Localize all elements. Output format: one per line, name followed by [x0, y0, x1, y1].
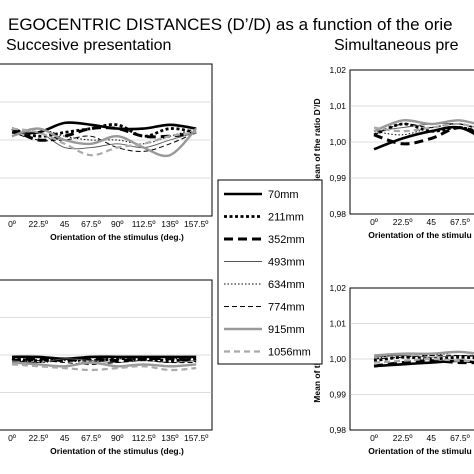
- y-tick-label: 1,01: [329, 319, 346, 329]
- panel-successive-bottom: 0º 22.5º 45 67.5º 90º 112.5º 135º 157.5ºOrienta…: [0, 279, 213, 456]
- x-tick-label: 157.5º: [184, 219, 208, 229]
- x-tick-label: 90º: [111, 219, 124, 229]
- series-lines: [11, 121, 198, 158]
- x-tick-label: 90º: [111, 433, 124, 443]
- series-line-1056mm: [11, 363, 197, 372]
- legend-label: 774mm: [268, 302, 305, 314]
- legend-label: 1056mm: [268, 347, 311, 359]
- y-tick-label: 0,98: [329, 425, 346, 435]
- x-tick-label: 67.5º: [81, 219, 101, 229]
- legend-label: 493mm: [268, 257, 305, 269]
- x-tick-label: 157.5º: [184, 433, 208, 443]
- series-line-211mm: [11, 123, 197, 138]
- x-tick-label: 67.5º: [450, 433, 470, 443]
- panel-successive-top: 0º 22.5º 45 67.5º 90º 112.5º 135º 157.5ºOrienta…: [0, 63, 213, 242]
- y-tick-label: 1,01: [329, 101, 346, 111]
- legend-label: 915mm: [268, 324, 305, 336]
- series-line-1056mm: [373, 357, 474, 364]
- series-line-352mm: [11, 357, 197, 363]
- x-tick-label: 112.5º: [132, 219, 156, 229]
- x-tick-label: 112.5º: [132, 433, 156, 443]
- x-tick-label: 0º: [8, 433, 16, 443]
- series-lines: [11, 355, 197, 372]
- series-line-70mm: [11, 355, 197, 361]
- series-line-774mm: [11, 131, 197, 153]
- x-tick-label: 45: [427, 217, 437, 227]
- y-tick-label: 1,02: [329, 65, 346, 75]
- y-tick-label: 0,98: [329, 209, 346, 219]
- x-tick-label: 135º: [161, 219, 178, 229]
- x-tick-label: 22.5º: [28, 433, 48, 443]
- legend-item: 70mm: [224, 189, 299, 201]
- legend-item: 352mm: [224, 234, 305, 246]
- series-line-915mm: [373, 119, 474, 133]
- series-line-493mm: [11, 131, 197, 150]
- x-tick-label: 45: [427, 433, 437, 443]
- x-tick-label: 22.5º: [393, 433, 413, 443]
- series-line-915mm: [11, 361, 197, 368]
- legend-label: 634mm: [268, 279, 305, 291]
- x-tick-label: 45: [60, 219, 70, 229]
- series-line-915mm: [373, 350, 474, 357]
- legend-label: 211mm: [268, 212, 304, 224]
- x-tick-label: 0º: [8, 219, 16, 229]
- y-tick-label: 1,00: [329, 354, 346, 364]
- legend-item: 915mm: [224, 324, 305, 336]
- x-tick-label: 67.5º: [81, 433, 101, 443]
- legend-item: 634mm: [224, 279, 305, 291]
- series-line-493mm: [373, 354, 474, 358]
- x-tick-label: 22.5º: [28, 219, 48, 229]
- legend-box: [217, 179, 323, 365]
- x-tick-label: 0º: [370, 217, 378, 227]
- series-line-774mm: [373, 354, 474, 360]
- y-tick-label: 1,00: [329, 137, 346, 147]
- figure-title: EGOCENTRIC DISTANCES (D’/D) as a functio…: [8, 15, 453, 34]
- x-tick-label: 22.5º: [393, 217, 413, 227]
- left-panel-heading: Succesive presentation: [6, 37, 171, 54]
- right-panel-heading: Simultaneous pre: [334, 37, 459, 54]
- legend: 70mm 211mm 352mm 493mm 634mm 774mm 915mm 1056mm: [217, 179, 323, 365]
- y-axis-label: Mean of the ratio D’/D: [312, 98, 322, 185]
- series-line-1056mm: [11, 127, 197, 157]
- series-lines: [373, 119, 474, 151]
- series-line-634mm: [11, 358, 197, 364]
- x-axis-label: Orientation of the stimulus (deg.): [50, 232, 184, 242]
- series-line-915mm: [11, 127, 198, 158]
- series-line-352mm: [373, 126, 474, 146]
- legend-item: 1056mm: [224, 347, 311, 359]
- y-tick-label: 1,02: [329, 283, 346, 293]
- legend-item: 211mm: [224, 212, 304, 224]
- x-axis-label: Orientation of the stimulu: [368, 446, 471, 456]
- y-tick-label: 0,99: [329, 173, 346, 183]
- y-tick-label: 0,99: [329, 390, 346, 400]
- x-tick-label: 0º: [370, 433, 378, 443]
- legend-item: 774mm: [224, 302, 305, 314]
- series-line-211mm: [373, 355, 474, 363]
- legend-label: 352mm: [268, 234, 305, 246]
- x-axis-label: Orientation of the stimulus (deg.): [50, 446, 184, 456]
- chart-panels: 0º 22.5º 45 67.5º 90º 112.5º 135º 157.5ºOrienta…: [0, 63, 474, 456]
- x-axis-label: Orientation of the stimulu: [368, 230, 471, 240]
- x-tick-label: 67.5º: [450, 217, 470, 227]
- series-line-774mm: [373, 123, 474, 136]
- series-lines: [373, 350, 474, 368]
- legend-label: 70mm: [268, 189, 299, 201]
- legend-item: 493mm: [224, 257, 305, 269]
- series-line-352mm: [373, 359, 474, 368]
- x-tick-label: 135º: [161, 433, 178, 443]
- x-tick-label: 45: [60, 433, 70, 443]
